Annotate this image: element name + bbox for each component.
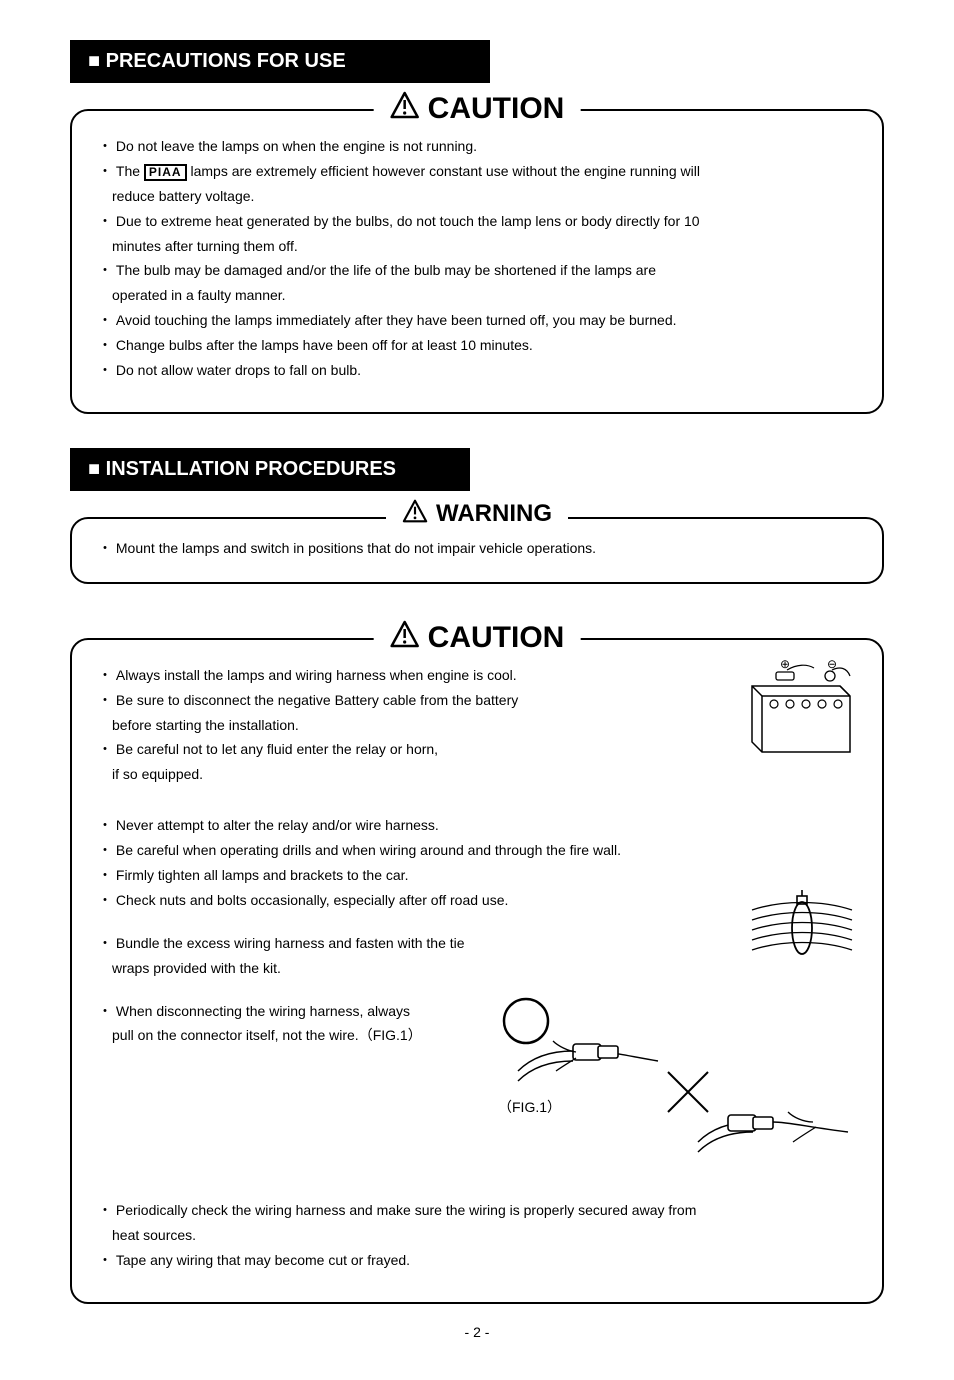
caution-1-line: ・ Do not allow water drops to fall on bu… <box>98 361 856 380</box>
caution-2-title: CAUTION <box>428 621 565 655</box>
caution-2-line: ・ Never attempt to alter the relay and/o… <box>98 816 856 835</box>
caution-2-line: ・ Always install the lamps and wiring ha… <box>98 666 706 685</box>
warning-triangle-icon <box>390 620 420 656</box>
caution-1-line-logo: ・ The PIAA lamps are extremely efficient… <box>98 162 856 181</box>
warning-title: WARNING <box>436 500 552 528</box>
caution-2-line: ・ Bundle the excess wiring harness and f… <box>98 934 696 953</box>
caution-1-line: reduce battery voltage. <box>98 187 856 206</box>
caution-2-line: wraps provided with the kit. <box>98 959 696 978</box>
caution-2-line: ・ Tape any wiring that may become cut or… <box>98 1251 856 1270</box>
warning-body: ・ Mount the lamps and switch in position… <box>98 539 856 558</box>
warning-triangle-icon <box>402 499 428 530</box>
caution-2-line: ・ Firmly tighten all lamps and brackets … <box>98 866 856 885</box>
caution-1-line: ・ Change bulbs after the lamps have been… <box>98 336 856 355</box>
caution-1-title-wrap: CAUTION <box>374 91 581 127</box>
caution-box-2: CAUTION ⊕ ⊖ <box>70 638 884 1304</box>
caution-2-line: ・ Be careful not to let any fluid enter … <box>98 740 706 759</box>
caution-2-line: pull on the connector itself, not the wi… <box>98 1026 476 1045</box>
caution-1-line: minutes after turning them off. <box>98 237 856 256</box>
section-bar-installation: ■ INSTALLATION PROCEDURES <box>70 448 470 491</box>
warning-triangle-icon <box>390 91 420 127</box>
caution-2-title-wrap: CAUTION <box>374 620 581 656</box>
caution-1-line: ・ Avoid touching the lamps immediately a… <box>98 311 856 330</box>
caution-2-line: ・ Periodically check the wiring harness … <box>98 1201 856 1220</box>
warning-title-wrap: WARNING <box>386 499 568 530</box>
caution-2-line: before starting the installation. <box>98 716 706 735</box>
caution-2-line: if so equipped. <box>98 765 706 784</box>
caution-1-title: CAUTION <box>428 92 565 126</box>
caution-2-line: ・ Be sure to disconnect the negative Bat… <box>98 691 706 710</box>
caution-2-block-5: ・ Periodically check the wiring harness … <box>98 1201 856 1270</box>
caution-1-body: ・ Do not leave the lamps on when the eng… <box>98 137 856 380</box>
battery-illustration: ⊕ ⊖ <box>732 656 862 771</box>
piaa-logo: PIAA <box>144 164 187 181</box>
caution-1-line: ・ Do not leave the lamps on when the eng… <box>98 137 856 156</box>
text-frag: ・ The <box>98 163 144 179</box>
tie-wrap-illustration <box>742 890 862 975</box>
correct-pull-illustration <box>498 996 668 1101</box>
warning-box: WARNING ・ Mount the lamps and switch in … <box>70 517 884 584</box>
text-frag: lamps are extremely efficient however co… <box>187 163 700 179</box>
warning-line: ・ Mount the lamps and switch in position… <box>98 539 856 558</box>
caution-1-line: ・ The bulb may be damaged and/or the lif… <box>98 261 856 280</box>
fig-1-label: （FIG.1） <box>498 1097 561 1117</box>
page-number: - 2 - <box>70 1324 884 1340</box>
section-bar-precautions: ■ PRECAUTIONS FOR USE <box>70 40 490 83</box>
caution-box-1: CAUTION ・ Do not leave the lamps on when… <box>70 109 884 414</box>
caution-2-line: ・ Be careful when operating drills and w… <box>98 841 856 860</box>
incorrect-pull-illustration <box>658 1062 858 1177</box>
caution-1-line: ・ Due to extreme heat generated by the b… <box>98 212 856 231</box>
caution-2-line: ・ When disconnecting the wiring harness,… <box>98 1002 476 1021</box>
caution-2-line: heat sources. <box>98 1226 856 1245</box>
caution-1-line: operated in a faulty manner. <box>98 286 856 305</box>
caution-2-block-4: ・ When disconnecting the wiring harness,… <box>98 1002 856 1046</box>
